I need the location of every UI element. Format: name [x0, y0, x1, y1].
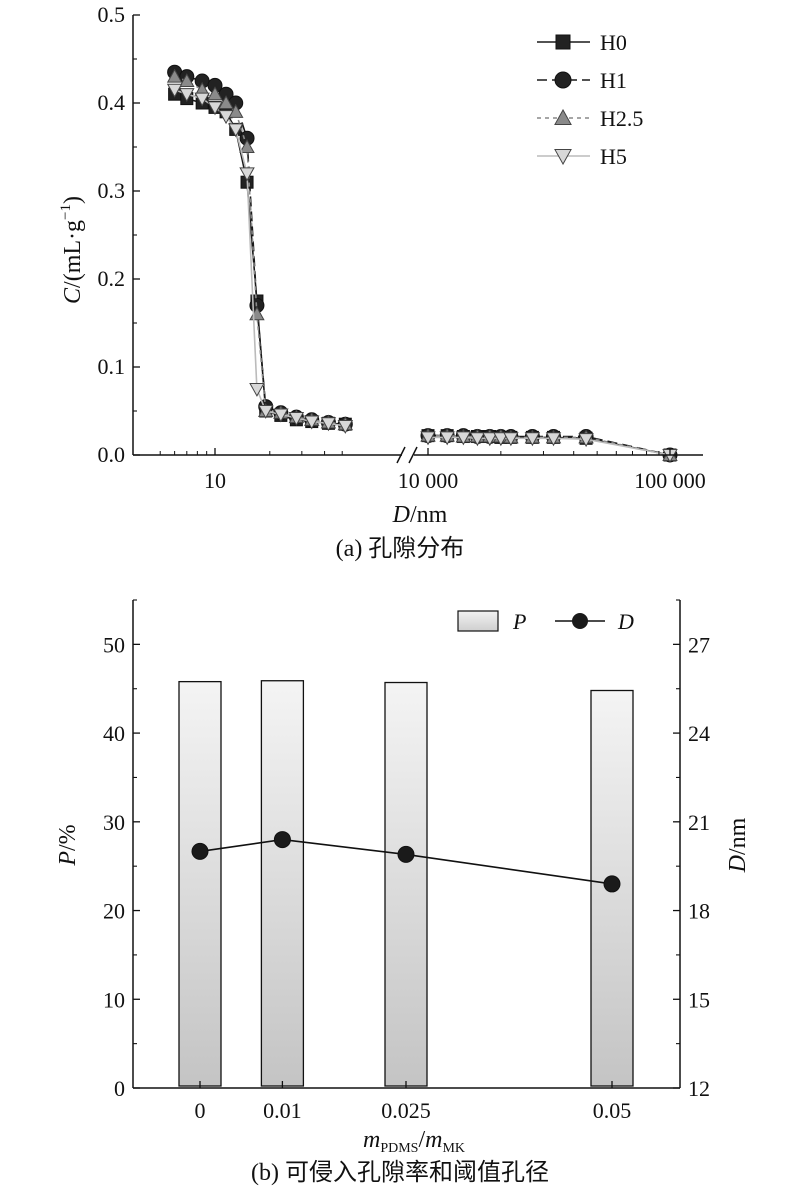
data-point [179, 88, 195, 103]
data-point [179, 73, 195, 88]
data-point [288, 412, 305, 426]
right-y-tick-label: 21 [688, 810, 710, 835]
legend-marker-D [572, 613, 588, 629]
data-point [218, 95, 234, 110]
data-point [482, 432, 498, 447]
right-y-tick-label: 18 [688, 899, 710, 924]
panel-b-caption: (b) 可侵入孔隙率和阈值孔径 [251, 1159, 549, 1186]
legend-bar-swatch [457, 610, 499, 632]
panel-a-xlabel: D/nm [392, 502, 448, 528]
left-y-tick-label: 0 [114, 1076, 125, 1101]
series-h5 [166, 83, 678, 463]
bar-P [384, 681, 428, 1087]
panel-a-caption: (a) 孔隙分布 [336, 535, 465, 562]
left-y-tick-label: 40 [103, 721, 125, 746]
bar-P [178, 680, 222, 1087]
legend-marker [554, 71, 572, 89]
series-line-h5 [174, 89, 346, 427]
data-point-D [191, 842, 209, 860]
left-y-tick-label: 20 [103, 899, 125, 924]
panel-b-right-ylabel: D/nm [725, 817, 751, 873]
data-point [218, 110, 234, 125]
axis-break-mark [396, 446, 406, 464]
series-line-h2-5 [174, 75, 346, 425]
legend-label: H5 [600, 144, 627, 169]
series-line-h0 [174, 93, 346, 425]
data-point [207, 101, 223, 116]
right-y-tick-label: 15 [688, 987, 710, 1012]
data-point [273, 408, 289, 423]
data-point-D [603, 875, 621, 893]
data-point [337, 419, 354, 434]
panel-b-axes: 0 10 20 30 40 50 12 15 18 21 24 27 0 0.01 0.025 0.05 [103, 599, 710, 1123]
data-point [257, 404, 274, 419]
right-y-tick-label: 27 [688, 632, 710, 657]
y-tick-label: 0.0 [98, 442, 126, 467]
data-point [303, 415, 320, 430]
x-tick-label: 0.025 [381, 1098, 431, 1123]
panel-a-legend: H0 H1 H2.5 H5 [537, 30, 643, 169]
y-tick-label: 0.5 [98, 2, 126, 27]
panel-a-axes: 0.0 0.1 0.2 0.3 0.4 0.5 10 10 000 100 000 [98, 2, 706, 493]
right-y-tick-label: 12 [688, 1076, 710, 1101]
panel-b-bars [178, 680, 634, 1087]
legend-label-D: D [617, 609, 634, 634]
legend-marker [554, 149, 572, 166]
panel-a-pore-distribution: 0.0 0.1 0.2 0.3 0.4 0.5 10 10 000 100 000 H0 H1 H2… [58, 2, 706, 562]
data-point [320, 417, 337, 432]
data-point [194, 92, 210, 107]
data-point [469, 432, 486, 447]
data-point [439, 431, 455, 446]
legend-label: H0 [600, 30, 627, 55]
legend-label: H2.5 [600, 106, 643, 131]
data-point [524, 432, 541, 447]
x-tick-label: 10 [204, 468, 226, 493]
data-point [166, 68, 183, 83]
x-tick-label: 100 000 [634, 468, 706, 493]
data-point [578, 433, 594, 448]
panel-b-left-ylabel: P/% [55, 824, 81, 866]
left-y-tick-label: 10 [103, 987, 125, 1012]
data-point-D [273, 831, 291, 849]
data-point [249, 382, 265, 397]
x-tick-label: 0.05 [593, 1098, 632, 1123]
panel-b-xlabel: mPDMS/mMK [363, 1127, 465, 1156]
data-point [493, 432, 509, 447]
data-point [166, 83, 183, 98]
y-tick-label: 0.1 [98, 354, 126, 379]
data-point [455, 431, 472, 446]
y-tick-label: 0.3 [98, 178, 126, 203]
series-line-h1 [174, 71, 346, 425]
x-tick-label: 10 000 [398, 468, 459, 493]
legend-marker [554, 108, 572, 125]
data-point [420, 431, 436, 446]
y-tick-label: 0.4 [98, 90, 126, 115]
data-point [545, 432, 562, 447]
data-point-D [397, 845, 415, 863]
bar-P [260, 680, 305, 1087]
legend-marker [555, 34, 571, 50]
left-y-tick-label: 50 [103, 632, 125, 657]
series-line-D [199, 838, 613, 885]
y-tick-label: 0.2 [98, 266, 126, 291]
left-y-tick-label: 30 [103, 810, 125, 835]
data-point [207, 86, 223, 101]
axis-break-mark [408, 446, 418, 464]
data-point [239, 167, 255, 182]
right-y-tick-label: 24 [688, 721, 710, 746]
panel-a-ylabel: C/(mL·g−1) [58, 196, 86, 304]
data-point [503, 432, 519, 447]
x-tick-label: 0.01 [263, 1098, 302, 1123]
legend-label: H1 [600, 68, 627, 93]
data-point [239, 139, 255, 154]
panel-b-line [191, 831, 621, 893]
legend-label-P: P [512, 609, 526, 634]
panel-a-series-layer [166, 64, 678, 463]
data-point [227, 123, 244, 138]
x-tick-label: 0 [195, 1098, 206, 1123]
